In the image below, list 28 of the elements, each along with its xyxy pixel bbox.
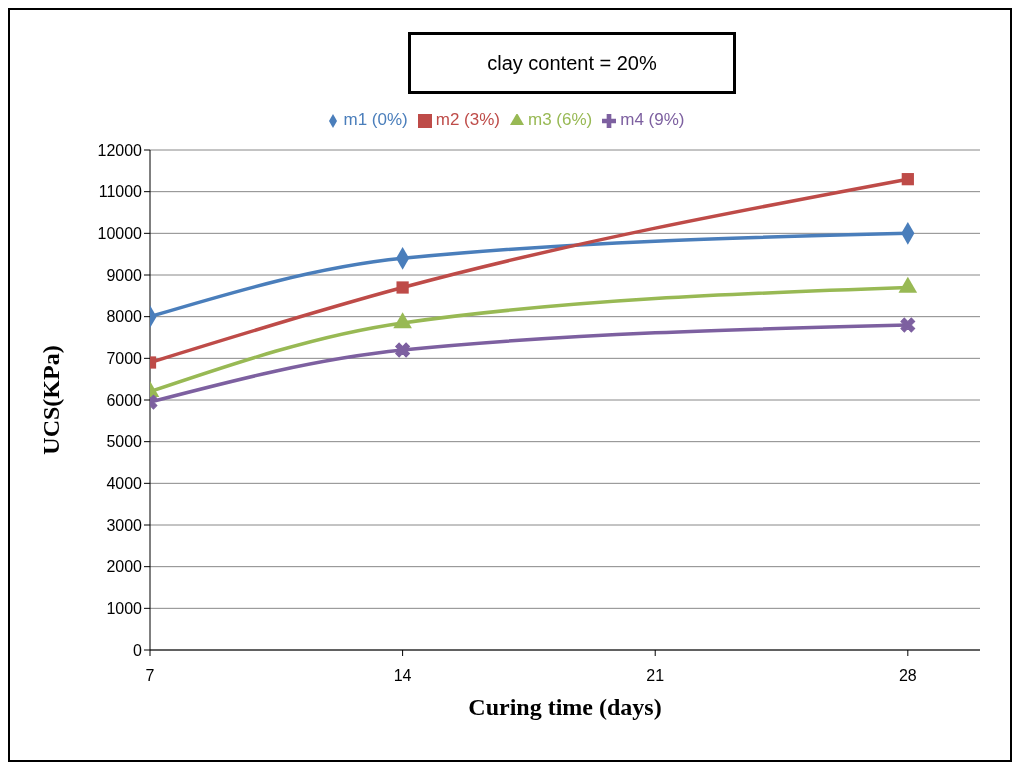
y-tick-label: 10000 xyxy=(97,225,143,243)
y-tick-label: 11000 xyxy=(98,183,143,201)
x-tick-label: 21 xyxy=(646,667,665,685)
legend-label: m3 (6%) xyxy=(528,110,593,129)
point xyxy=(395,342,411,358)
y-tick-label: 9000 xyxy=(106,266,143,284)
y-tick-label: 2000 xyxy=(106,558,143,576)
y-tick-label: 0 xyxy=(133,641,143,659)
legend-label: m2 (3%) xyxy=(435,110,500,129)
x-axis-title: Curing time (days) xyxy=(468,694,662,720)
y-tick-label: 8000 xyxy=(106,308,143,326)
y-tick-label: 5000 xyxy=(106,433,143,451)
x-tick-label: 14 xyxy=(393,667,412,685)
y-tick-label: 4000 xyxy=(106,475,143,493)
y-tick-label: 12000 xyxy=(97,141,143,159)
chart-title: clay content = 20% xyxy=(408,32,736,94)
x-tick-label: 28 xyxy=(898,667,917,685)
y-tick-label: 3000 xyxy=(106,516,143,534)
legend-label: m1 (0%) xyxy=(343,110,408,129)
point xyxy=(900,317,916,333)
y-tick-label: 6000 xyxy=(106,391,143,409)
legend-label: m4 (9%) xyxy=(620,110,685,129)
y-axis-title: UCS(KPa) xyxy=(37,345,64,455)
point xyxy=(396,281,409,294)
point xyxy=(901,173,914,186)
y-tick-label: 1000 xyxy=(106,600,143,618)
x-tick-label: 7 xyxy=(145,667,155,685)
y-tick-label: 7000 xyxy=(106,350,143,368)
